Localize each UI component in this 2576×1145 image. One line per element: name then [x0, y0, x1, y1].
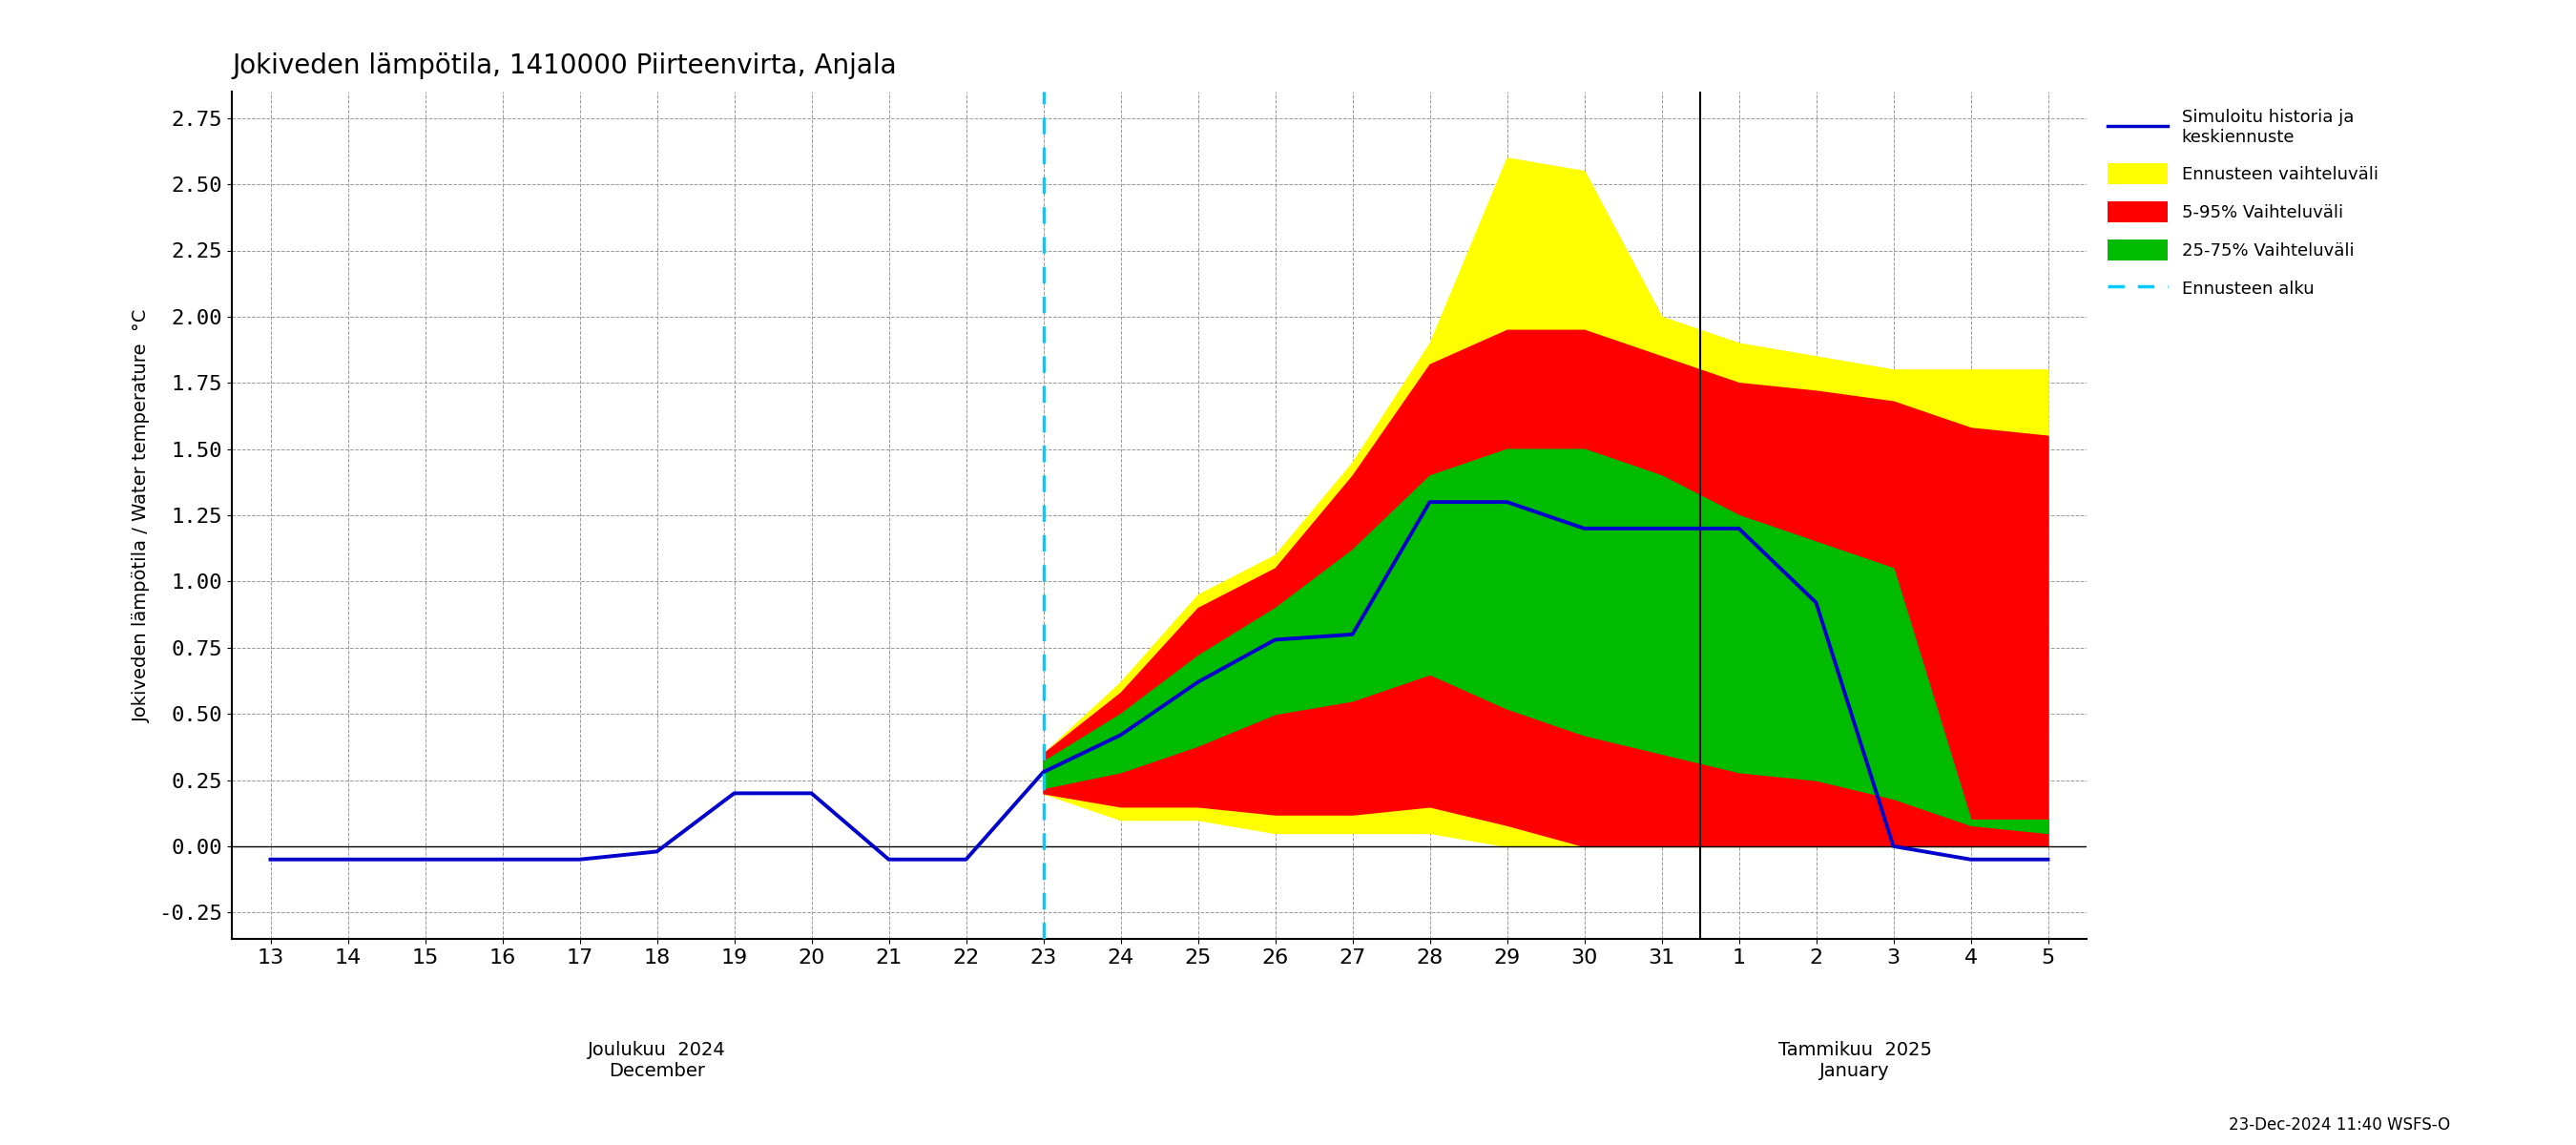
Text: Jokiveden lämpötila, 1410000 Piirteenvirta, Anjala: Jokiveden lämpötila, 1410000 Piirteenvir… — [232, 52, 896, 79]
Text: Tammikuu  2025
January: Tammikuu 2025 January — [1777, 1041, 1932, 1080]
Text: 23-Dec-2024 11:40 WSFS-O: 23-Dec-2024 11:40 WSFS-O — [2228, 1116, 2450, 1134]
Legend: Simuloitu historia ja
keskiennuste, Ennusteen vaihteluväli, 5-95% Vaihteluväli, : Simuloitu historia ja keskiennuste, Ennu… — [2099, 101, 2388, 308]
Text: Joulukuu  2024
December: Joulukuu 2024 December — [587, 1041, 726, 1080]
Y-axis label: Jokiveden lämpötila / Water temperature  °C: Jokiveden lämpötila / Water temperature … — [134, 308, 152, 722]
